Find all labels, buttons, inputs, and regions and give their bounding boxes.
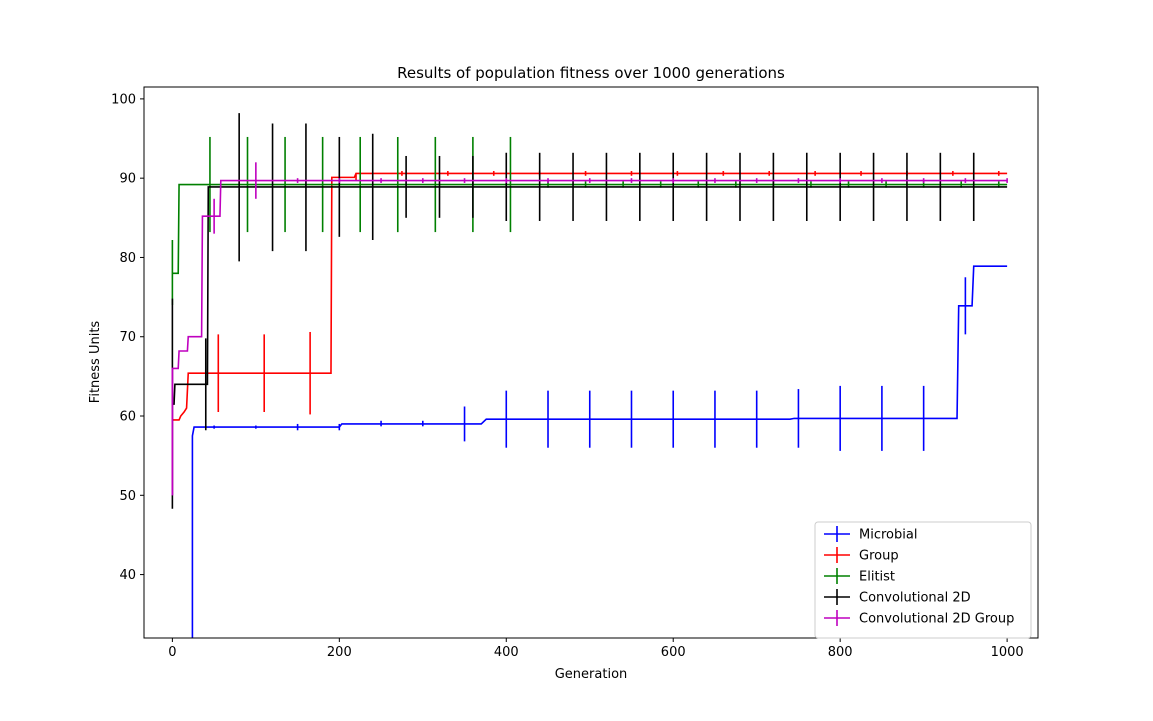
- series-line-group: [172, 172, 1008, 421]
- x-tick-label: 0: [168, 645, 176, 660]
- y-tick-label: 50: [119, 489, 136, 504]
- plot-frame: [143, 86, 1039, 639]
- y-axis-label: Fitness Units: [88, 321, 103, 404]
- x-tick-label: 200: [327, 645, 352, 660]
- legend-label-microbial: Microbial: [859, 528, 917, 543]
- x-tick-label: 800: [828, 645, 853, 660]
- series-convolutional-2d-group: [171, 162, 1008, 496]
- legend-label-elitist: Elitist: [859, 570, 895, 585]
- legend-label-convolutional-2d: Convolutional 2D: [859, 591, 971, 606]
- y-tick-label: 100: [111, 92, 136, 107]
- series-line-microbial: [191, 265, 1008, 638]
- y-tick-label: 80: [119, 251, 136, 266]
- x-tick-label: 1000: [991, 645, 1024, 660]
- axes: 0 200 400 600 800 1000 40 50 60 70 80 90 100: [111, 92, 1023, 660]
- x-tick-label: 600: [661, 645, 686, 660]
- series-microbial: [191, 265, 1008, 638]
- series-line-convolutional-2d: [172, 186, 1008, 405]
- y-tick-label: 60: [119, 410, 136, 425]
- x-axis-label: Generation: [555, 667, 628, 682]
- legend-label-convolutional-2d-group: Convolutional 2D Group: [859, 612, 1014, 627]
- y-tick-label: 40: [119, 568, 136, 583]
- series-layer: [171, 113, 1008, 638]
- legend-box: [814, 521, 1032, 639]
- series-line-elitist: [172, 183, 1008, 275]
- series-line-convolutional-2d-group: [171, 179, 1008, 496]
- x-tick-label: 400: [494, 645, 519, 660]
- chart-title: Results of population fitness over 1000 …: [397, 64, 785, 82]
- legend: Microbial Group Elitist Convolutional 2D Con…: [814, 521, 1032, 639]
- legend-label-group: Group: [859, 549, 899, 564]
- series-group: [172, 171, 1008, 421]
- y-tick-label: 70: [119, 330, 136, 345]
- y-tick-label: 90: [119, 172, 136, 187]
- series-elitist: [171, 136, 1008, 306]
